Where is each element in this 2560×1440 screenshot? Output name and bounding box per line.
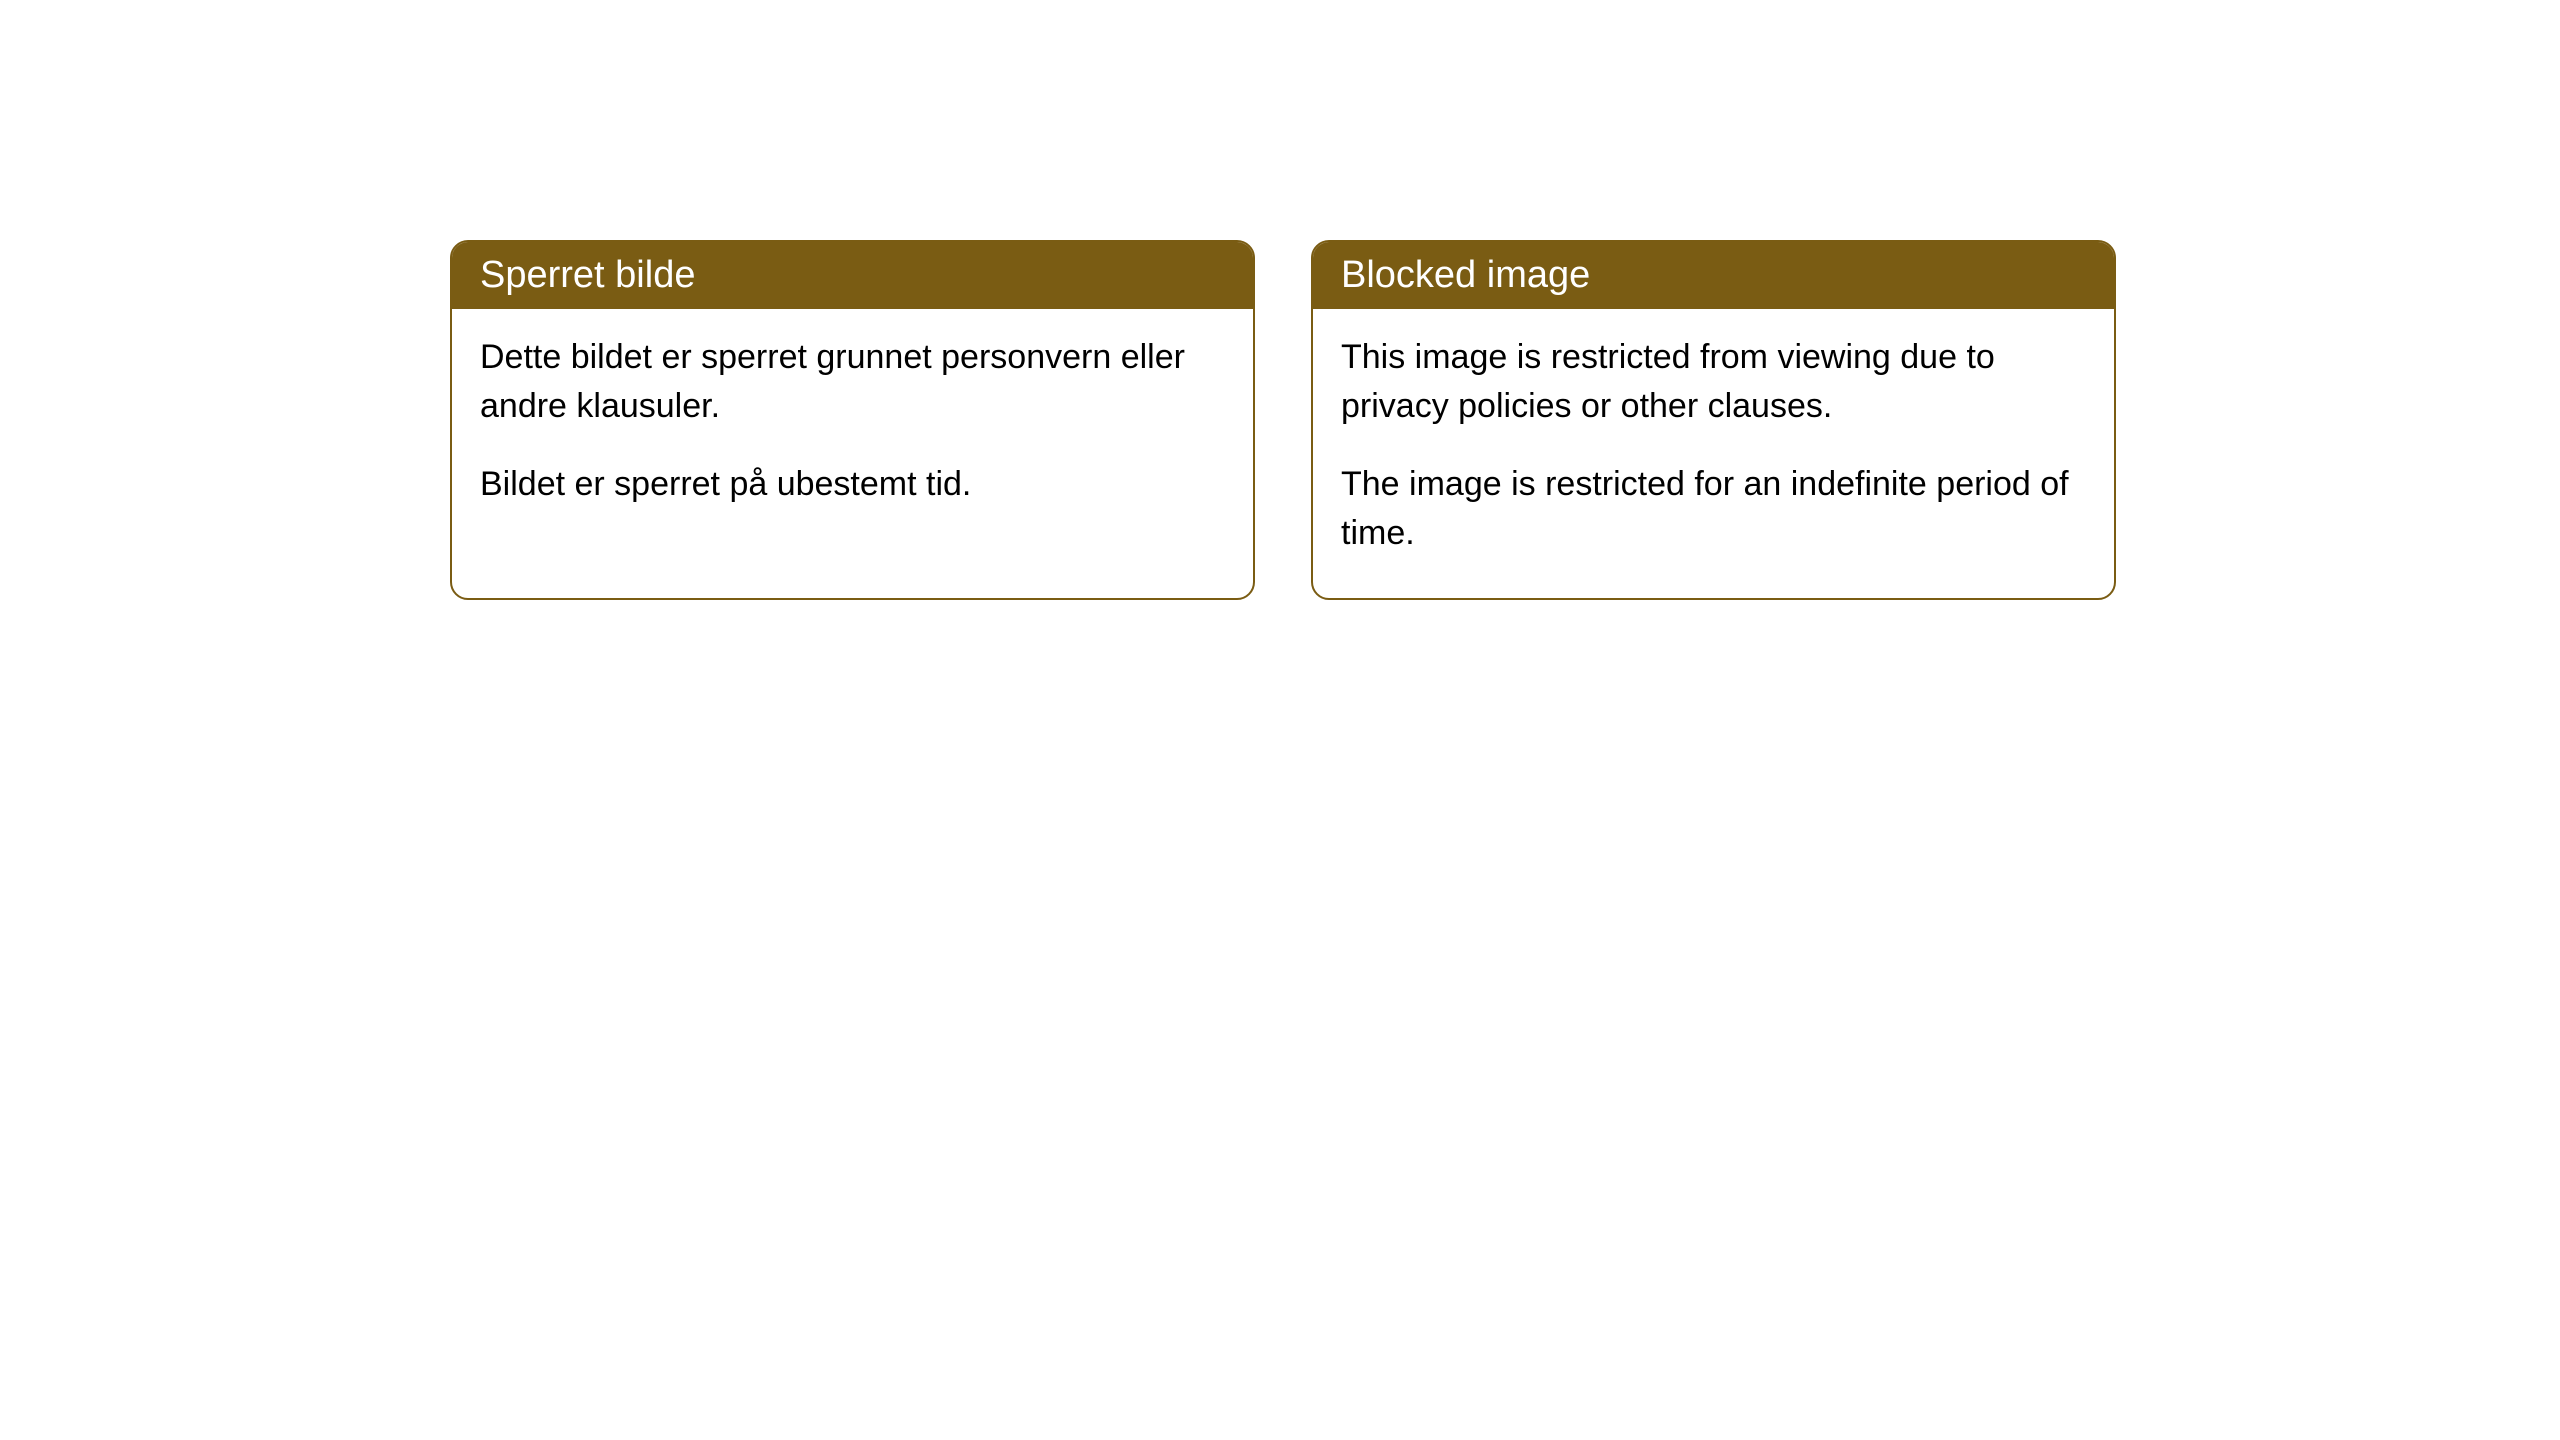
card-header: Sperret bilde <box>452 242 1253 309</box>
card-body: This image is restricted from viewing du… <box>1313 309 2114 598</box>
notice-cards-container: Sperret bilde Dette bildet er sperret gr… <box>450 240 2560 600</box>
card-paragraph: The image is restricted for an indefinit… <box>1341 460 2086 559</box>
notice-card-english: Blocked image This image is restricted f… <box>1311 240 2116 600</box>
card-paragraph: Bildet er sperret på ubestemt tid. <box>480 460 1225 509</box>
card-header: Blocked image <box>1313 242 2114 309</box>
card-paragraph: This image is restricted from viewing du… <box>1341 333 2086 432</box>
card-body: Dette bildet er sperret grunnet personve… <box>452 309 1253 549</box>
card-paragraph: Dette bildet er sperret grunnet personve… <box>480 333 1225 432</box>
notice-card-norwegian: Sperret bilde Dette bildet er sperret gr… <box>450 240 1255 600</box>
